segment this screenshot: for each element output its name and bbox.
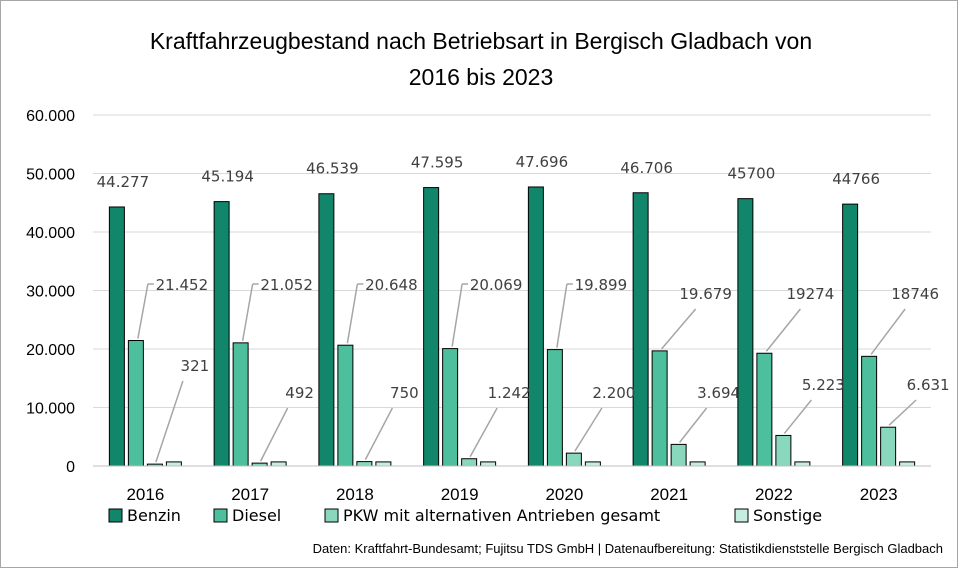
leader-line [661,308,697,350]
bar-benzin [423,187,440,467]
bar-pkw [670,443,687,467]
bar-pkw [461,458,478,467]
bar-sonstige [899,461,916,467]
bar-pkw [565,452,582,467]
data-label: 47.595 [411,154,464,172]
data-label: 750 [390,384,419,402]
data-label: 44.277 [97,173,150,191]
data-label: 19.899 [575,276,628,294]
leader-line [765,308,801,352]
leader-line [259,407,289,462]
data-label: 19.679 [679,285,732,303]
x-tick-label: 2020 [545,485,583,504]
data-label: 3.694 [697,384,740,402]
data-label: 20.648 [365,276,418,294]
x-tick-label: 2023 [860,485,898,504]
data-label: 47.696 [516,153,569,171]
leader-line [888,399,917,426]
legend-swatch [734,508,749,523]
data-label: 46.706 [620,159,673,177]
legend-swatch [213,508,228,523]
bar-diesel [442,348,459,467]
bar-benzin [527,186,544,467]
leader-line [574,407,603,452]
bar-benzin [737,198,754,467]
bar-diesel [651,350,668,467]
x-tick-label: 2017 [231,485,269,504]
data-label: 45700 [728,165,776,183]
bar-diesel [127,340,144,467]
leader-line [364,407,394,460]
bar-sonstige [375,461,392,467]
bar-diesel [232,342,249,467]
x-tick-label: 2016 [126,485,164,504]
data-label: 46.539 [306,160,359,178]
data-label: 1.242 [488,384,531,402]
data-label: 5.223 [802,376,845,394]
y-tick-label: 60.000 [26,108,75,125]
y-tick-label: 50.000 [26,167,75,184]
x-tick-label: 2018 [336,485,374,504]
y-tick-label: 30.000 [26,284,75,301]
chart-title: Kraftfahrzeugbestand nach Betriebsart in… [149,28,813,90]
source-note: Daten: Kraftfahrt-Bundesamt; Fujitsu TDS… [312,541,943,556]
legend-label: Sonstige [753,506,822,525]
bar-sonstige [480,461,497,467]
data-label: 44766 [832,170,880,188]
leader-line [469,407,498,458]
bar-pkw [880,426,897,467]
bar-diesel [756,352,773,467]
x-tick-label: 2021 [650,485,688,504]
bar-sonstige [689,461,706,467]
bar-benzin [842,203,859,467]
legend-label: Diesel [232,506,281,525]
data-label: 21.052 [260,276,313,294]
bar-sonstige [794,461,811,467]
data-label: 21.452 [156,276,209,294]
data-label: 45.194 [201,168,254,186]
leader-line [137,283,149,339]
legend-swatch [324,508,339,523]
leader-line [783,399,812,434]
leader-line [155,380,184,463]
leader-line [679,407,708,443]
data-label: 19274 [787,285,835,303]
x-tick-label: 2019 [441,485,479,504]
bar-pkw [775,434,792,467]
leader-line [870,308,906,355]
data-label: 18746 [891,285,939,303]
y-tick-label: 0 [66,459,75,476]
bar-sonstige [270,461,287,467]
bar-benzin [213,201,230,467]
leader-line [346,283,359,344]
data-label: 20.069 [470,276,523,294]
y-tick-label: 10.000 [26,401,75,418]
bar-sonstige [584,461,601,467]
legend-label: PKW mit alternativen Antrieben gesamt [343,506,660,525]
data-label: 2.200 [592,384,635,402]
bar-benzin [318,193,335,467]
data-label: 492 [285,384,314,402]
x-tick-label: 2022 [755,485,793,504]
leader-line [556,283,568,348]
bar-diesel [546,349,563,467]
leader-line [451,283,463,347]
leader-line [241,283,254,341]
bar-diesel [861,355,878,467]
data-label: 6.631 [907,376,950,394]
bar-benzin [632,192,649,467]
bar-sonstige [165,461,182,467]
y-tick-label: 40.000 [26,225,75,242]
bar-diesel [337,344,354,467]
legend-swatch [108,508,123,523]
legend-label: Benzin [127,506,181,525]
bar-benzin [108,206,125,467]
bar-pkw [356,461,373,467]
data-label: 321 [181,357,210,375]
y-tick-label: 20.000 [26,342,75,359]
